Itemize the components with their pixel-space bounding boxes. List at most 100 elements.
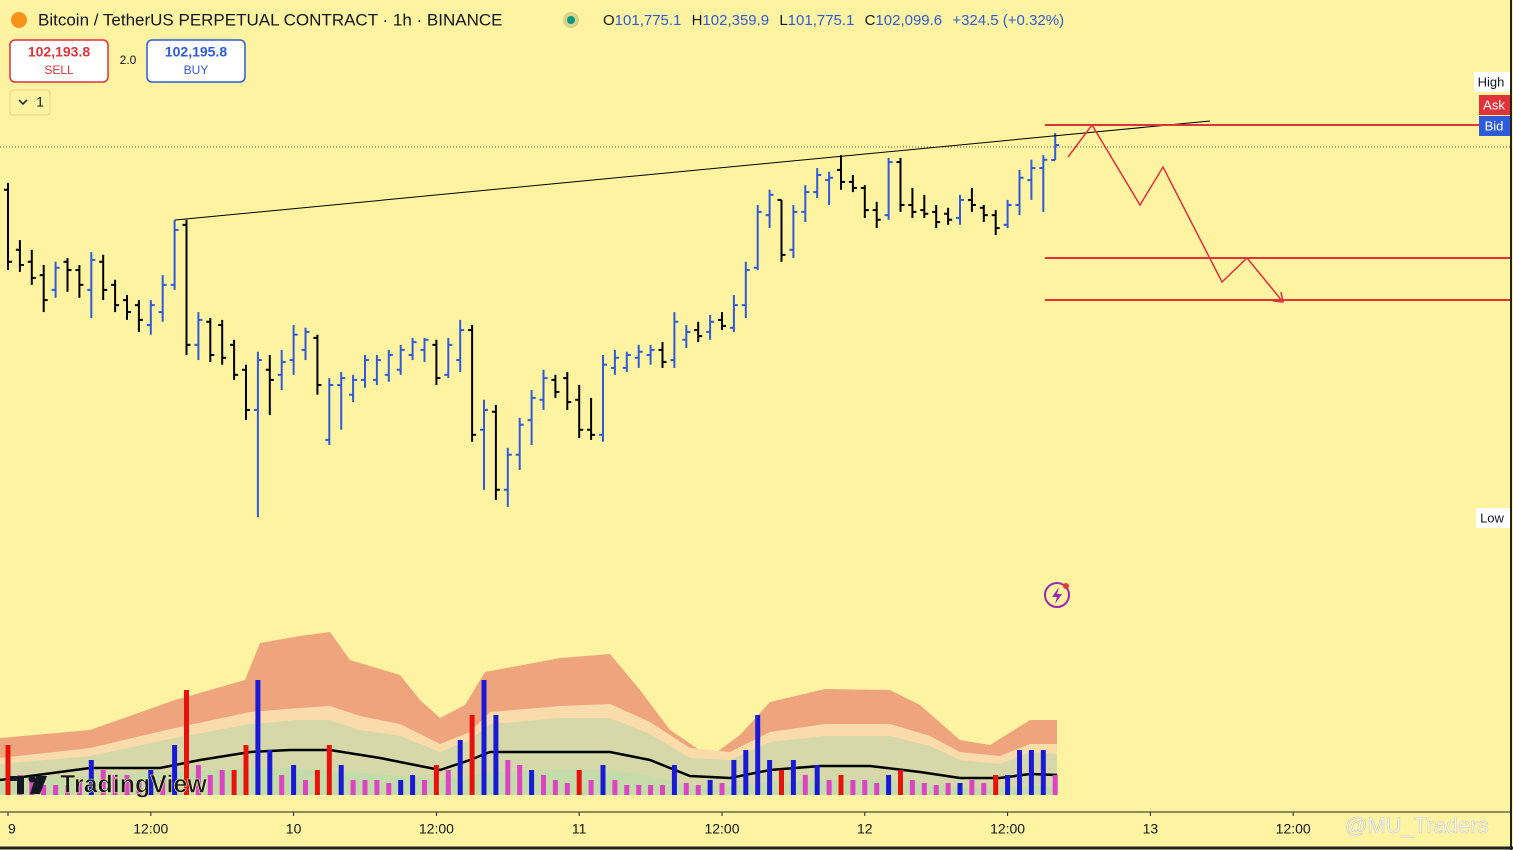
volume-bar [410,775,416,795]
volume-bar [469,715,475,795]
volume-bar [291,765,297,795]
volume-bar [731,760,737,795]
volume-bar [267,750,273,795]
volume-bar [255,680,261,795]
volume-bar [350,780,356,795]
volume-bar [493,715,499,795]
ohlc-label: L [779,12,787,29]
volume-bar [5,745,11,795]
high-tag [1474,72,1510,92]
volume-bar [100,770,106,795]
volume-bar [612,780,618,795]
volume-bar [683,783,689,795]
volume-bar [314,770,320,795]
volume-bar [933,785,939,795]
volume-bar [552,780,558,795]
volume-bar [814,765,820,795]
volume-bar [707,780,713,795]
brand-name: TradingView [60,771,207,799]
lots-dropdown[interactable]: 1 [9,89,51,116]
volume-bar [826,780,832,795]
volume-bar [790,760,796,795]
bid-label: Bid [1485,118,1504,133]
volume-bar [136,780,142,795]
volume-bar [1052,775,1058,795]
volume-bar [76,780,82,795]
buy-label: BUY [184,63,209,77]
volume-bar [41,785,47,795]
x-tick-label: 12:00 [419,821,454,837]
low-label: Low [1480,510,1504,525]
volume-bar [945,783,951,795]
x-tick-label: 13 [1143,821,1159,837]
volume-bar [529,770,535,795]
volume-bar [1005,775,1011,795]
volume-bar [505,760,511,795]
low-tag [1476,508,1510,528]
volume-bar [374,780,380,795]
volume-bar [921,783,927,795]
volume-bar [65,785,70,795]
volume-bar [660,785,665,795]
ask-tag [1479,95,1510,115]
price-bars [4,133,1060,517]
volume-bar [1028,750,1034,795]
volume-bar [303,780,308,795]
symbol-title[interactable]: Bitcoin / TetherUS PERPETUAL CONTRACT · … [38,10,502,29]
ohlc-label: H [692,12,703,29]
volume-bar [588,780,594,795]
volume-bar [53,785,59,795]
bid-tag [1479,116,1510,136]
volume-bar [755,715,761,795]
ohlc-value: 102,359.9 [702,12,769,29]
x-tick-label: 12 [857,821,873,837]
x-tick-label: 12:00 [704,821,739,837]
ohlc-legend: O101,775.1 H102,359.9 L101,775.1 C102,09… [603,12,1064,29]
volume-bar [624,785,630,795]
volume-bar [1040,750,1046,795]
x-tick-label: 11 [572,821,587,837]
volume-bar [481,680,487,795]
volume-bar [326,745,332,795]
ask-label: Ask [1483,97,1505,112]
volume-bar [564,783,570,795]
brand-logo [10,775,47,794]
sell-label: SELL [44,63,74,77]
volume-bar [517,765,523,795]
volume-bar [671,765,677,795]
volume-bar [600,765,606,795]
status-dot [567,16,575,24]
volume-bar [279,775,285,795]
volume-bar [29,780,35,795]
x-tick-label: 12:00 [990,821,1025,837]
coin-icon [11,12,27,28]
lots: 1 [36,94,44,110]
sell-price: 102,193.8 [28,44,90,60]
volume-bar [172,745,178,795]
volume-bar [398,780,404,795]
volume-bar [124,775,130,795]
volume-bars [5,680,1058,795]
volume-bar [88,760,94,795]
buy-price: 102,195.8 [165,44,227,60]
buy-button[interactable]: 102,195.8 BUY [146,39,246,83]
spread: 2.0 [120,53,137,67]
ohlc-value: 101,775.1 [788,12,855,29]
volume-bar [648,785,654,795]
sell-button[interactable]: 102,193.8 SELL [9,39,109,83]
change: +324.5 (+0.32%) [952,12,1064,29]
volume-bar [160,780,166,795]
x-tick-label: 9 [8,821,16,837]
volume-bar [457,740,463,795]
volume-bar [433,765,439,795]
volume-bar [909,780,915,795]
volume-bar [386,783,392,795]
volume-bar [838,775,844,795]
x-tick-label: 10 [286,821,302,837]
x-tick-label: 12:00 [133,821,168,837]
volume-bar [802,775,808,795]
ohlc-label: C [865,12,876,29]
volume-bar [219,770,225,795]
